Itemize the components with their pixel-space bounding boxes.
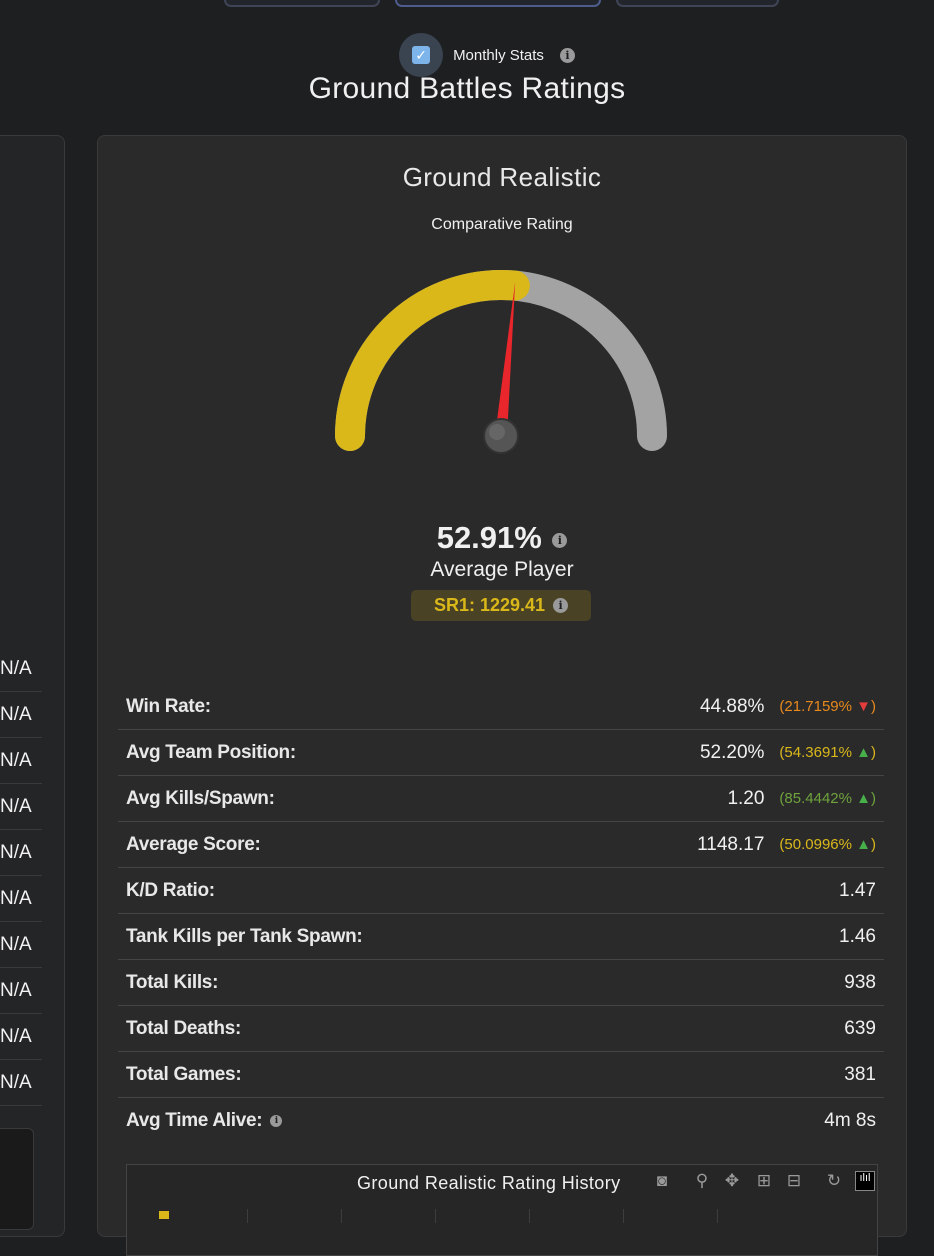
info-icon[interactable]: i xyxy=(553,598,569,613)
stat-value: 4m 8s xyxy=(824,1109,876,1131)
monthly-stats-label[interactable]: Monthly Stats xyxy=(453,46,544,64)
stat-label: Tank Kills per Tank Spawn: xyxy=(126,925,363,947)
stat-value: 938 xyxy=(844,971,876,993)
stat-value: 381 xyxy=(844,1063,876,1085)
camera-icon[interactable]: ◙ xyxy=(656,1171,668,1190)
zoom-in-icon[interactable]: ⊞ xyxy=(756,1171,772,1190)
top-tab-button-1[interactable] xyxy=(224,0,380,7)
arrow-up-icon: ▲ xyxy=(851,744,871,761)
stat-label: Average Score: xyxy=(126,833,261,855)
info-icon[interactable]: i xyxy=(552,533,568,548)
stat-value: 52.20% xyxy=(699,741,765,763)
left-stat-values: N/A N/A N/A N/A N/A N/A N/A N/A N/A N/A xyxy=(0,646,42,1106)
stat-label: Avg Time Alive: xyxy=(126,1109,263,1131)
gauge-fill xyxy=(335,270,530,451)
grid-line xyxy=(247,1209,248,1223)
stat-value: 639 xyxy=(844,1017,876,1039)
ground-realistic-card: Ground Realistic Comparative Rating 52.9… xyxy=(97,135,907,1256)
stat-value: 1.20 xyxy=(727,787,765,809)
arrow-up-icon: ▲ xyxy=(851,836,871,853)
info-icon[interactable]: i xyxy=(270,1114,283,1127)
stat-row: Avg Team Position: 52.20% (54.3691% ▲) xyxy=(118,730,884,776)
comparison-percent: 50.0996% xyxy=(784,836,852,853)
left-stat-value: N/A xyxy=(0,830,42,876)
left-stat-value: N/A xyxy=(0,784,42,830)
top-tab-button-3[interactable] xyxy=(616,0,779,7)
grid-line xyxy=(435,1209,436,1223)
stat-row: Total Kills: 938 xyxy=(118,960,884,1006)
left-stat-value: N/A xyxy=(0,968,42,1014)
stat-label: K/D Ratio: xyxy=(126,879,215,901)
info-icon[interactable]: i xyxy=(559,47,575,63)
comparative-rating-gauge xyxy=(335,270,667,454)
stat-row: Tank Kills per Tank Spawn: 1.46 xyxy=(118,914,884,960)
arrow-up-icon: ▲ xyxy=(851,790,871,807)
rating-category: Average Player xyxy=(430,558,574,581)
stat-row: Total Games: 381 xyxy=(118,1052,884,1098)
stats-table: Win Rate: 44.88% (21.7159% ▼) Avg Team Posi… xyxy=(118,684,884,1143)
monthly-stats-toggle: ✓ Monthly Stats i xyxy=(0,33,934,77)
gauge-label: Comparative Rating xyxy=(431,216,573,233)
pan-icon[interactable]: ✥ xyxy=(724,1171,740,1190)
stat-value: 1148.17 xyxy=(697,833,765,855)
grid-line xyxy=(341,1209,342,1223)
left-stat-value: N/A xyxy=(0,876,42,922)
stat-label: Total Deaths: xyxy=(126,1017,242,1039)
left-ratings-card xyxy=(0,135,65,1237)
stat-label: Avg Kills/Spawn: xyxy=(126,787,275,809)
stat-label: Total Kills: xyxy=(126,971,219,993)
rating-history-chart: Ground Realistic Rating History ◙ ⚲ ✥ ⊞ … xyxy=(126,1164,878,1256)
chart-toolbar: ◙ ⚲ ✥ ⊞ ⊟ ↻ ılıl xyxy=(653,1171,875,1191)
stat-comparison: (85.4442% ▲) xyxy=(779,790,876,807)
stat-row: Total Deaths: 639 xyxy=(118,1006,884,1052)
stat-row: K/D Ratio: 1.47 xyxy=(118,868,884,914)
stat-value: 1.47 xyxy=(839,879,876,901)
top-tab-button-2[interactable] xyxy=(395,0,601,7)
sr-value: SR1: 1229.41 xyxy=(433,595,546,615)
left-stat-value: N/A xyxy=(0,692,42,738)
stat-value: 44.88% xyxy=(699,695,765,717)
grid-line xyxy=(529,1209,530,1223)
left-stat-value: N/A xyxy=(0,738,42,784)
plotly-logo-icon[interactable]: ılıl xyxy=(855,1171,875,1191)
stat-value: 1.46 xyxy=(839,925,876,947)
comparison-percent: 21.7159% xyxy=(784,698,852,715)
stat-comparison: (54.3691% ▲) xyxy=(779,744,876,761)
monthly-stats-checkbox[interactable]: ✓ xyxy=(399,33,444,77)
zoom-out-icon[interactable]: ⊟ xyxy=(786,1171,802,1190)
left-stat-value: N/A xyxy=(0,1060,42,1106)
reset-icon[interactable]: ↻ xyxy=(826,1171,842,1190)
zoom-icon[interactable]: ⚲ xyxy=(695,1171,709,1190)
page-title: Ground Battles Ratings xyxy=(308,72,626,105)
checkmark-icon: ✓ xyxy=(412,46,431,64)
chart-bar xyxy=(159,1211,169,1219)
grid-line xyxy=(717,1209,718,1223)
stat-label: Total Games: xyxy=(126,1063,242,1085)
left-stat-value: N/A xyxy=(0,922,42,968)
left-chart-panel xyxy=(0,1128,34,1230)
stat-row: Win Rate: 44.88% (21.7159% ▼) xyxy=(118,684,884,730)
card-title: Ground Realistic xyxy=(402,162,602,192)
stat-label: Win Rate: xyxy=(126,695,211,717)
comparison-percent: 85.4442% xyxy=(784,790,852,807)
stat-row: Avg Time Alive: i 4m 8s xyxy=(118,1098,884,1143)
stat-label: Avg Team Position: xyxy=(126,741,296,763)
stat-comparison: (21.7159% ▼) xyxy=(779,698,876,715)
stat-row: Average Score: 1148.17 (50.0996% ▲) xyxy=(118,822,884,868)
stat-row: Avg Kills/Spawn: 1.20 (85.4442% ▲) xyxy=(118,776,884,822)
gauge-needle xyxy=(495,281,516,437)
stat-comparison: (50.0996% ▲) xyxy=(779,836,876,853)
rating-percent: 52.91% i xyxy=(98,520,906,556)
left-stat-value: N/A xyxy=(0,1014,42,1060)
comparison-percent: 54.3691% xyxy=(784,744,852,761)
sr-badge: SR1: 1229.41 i xyxy=(411,590,591,621)
grid-line xyxy=(623,1209,624,1223)
chart-title: Ground Realistic Rating History xyxy=(357,1173,621,1193)
left-stat-value: N/A xyxy=(0,646,42,692)
arrow-down-icon: ▼ xyxy=(851,698,871,715)
rating-percent-value: 52.91% xyxy=(436,520,542,555)
